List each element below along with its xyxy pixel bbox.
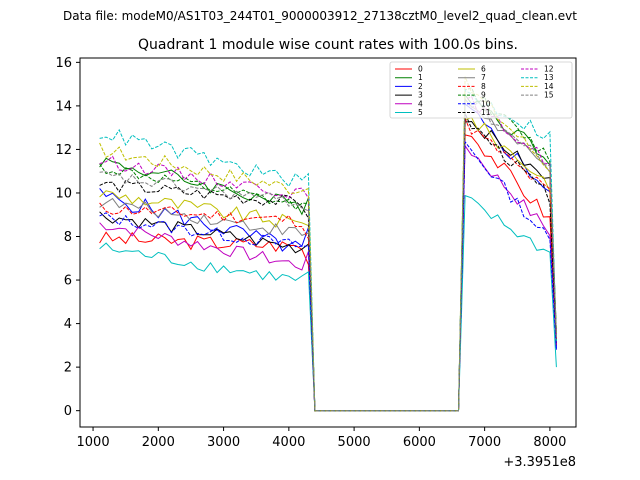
legend-label-9: 9	[481, 91, 486, 100]
y-tick-label-6: 6	[64, 274, 72, 289]
legend-label-11: 11	[481, 108, 491, 117]
series-line-10	[99, 140, 557, 412]
series-layer	[99, 76, 557, 412]
x-axis-offset-label: +3.3951e8	[503, 455, 576, 470]
x-tick-label-3000: 3000	[207, 435, 240, 450]
y-tick-label-16: 16	[55, 56, 72, 71]
series-line-7	[99, 97, 557, 412]
x-tick-label-4000: 4000	[272, 435, 305, 450]
x-tick-label-8000: 8000	[533, 435, 566, 450]
legend-label-5: 5	[418, 108, 423, 117]
legend-label-0: 0	[418, 65, 423, 74]
chart-title: Quadrant 1 module wise count rates with …	[138, 37, 518, 53]
x-axis: 1000 2000 3000 4000 5000 6000 7000 8000	[77, 427, 566, 450]
y-tick-label-12: 12	[55, 143, 72, 158]
series-line-11	[99, 113, 557, 412]
legend-label-10: 10	[481, 99, 491, 108]
series-line-12	[99, 95, 557, 412]
legend-label-15: 15	[544, 91, 554, 100]
legend-label-4: 4	[418, 99, 423, 108]
legend-label-6: 6	[481, 65, 486, 74]
y-tick-label-4: 4	[64, 317, 72, 332]
legend-label-3: 3	[418, 91, 423, 100]
series-line-0	[99, 134, 557, 412]
legend-label-12: 12	[544, 65, 554, 74]
y-tick-label-0: 0	[64, 404, 72, 419]
chart-suptitle: Data file: modeM0/AS1T03_244T01_90000039…	[63, 9, 577, 23]
legend-label-13: 13	[544, 73, 554, 82]
x-tick-label-7000: 7000	[468, 435, 501, 450]
series-line-1	[99, 93, 557, 412]
series-line-3	[99, 120, 557, 412]
y-axis: 0 2 4 6 8 10 12 14 16	[55, 56, 80, 419]
x-tick-label-5000: 5000	[338, 435, 371, 450]
legend-label-7: 7	[481, 73, 486, 82]
y-tick-label-8: 8	[64, 230, 72, 245]
legend-frame	[389, 61, 573, 119]
series-line-15	[99, 97, 557, 412]
legend-label-8: 8	[481, 82, 486, 91]
series-line-6	[99, 116, 557, 412]
x-tick-label-1000: 1000	[77, 435, 110, 450]
series-line-2	[99, 102, 557, 412]
y-tick-label-14: 14	[55, 99, 72, 114]
series-line-9	[99, 87, 557, 412]
y-tick-label-10: 10	[55, 186, 72, 201]
x-tick-label-6000: 6000	[403, 435, 436, 450]
y-tick-label-2: 2	[64, 361, 72, 376]
plot-frame	[79, 57, 577, 428]
legend-label-2: 2	[418, 82, 423, 91]
legend-label-1: 1	[418, 73, 423, 82]
series-line-8	[99, 118, 557, 412]
legend-label-14: 14	[544, 82, 554, 91]
x-tick-label-2000: 2000	[142, 435, 175, 450]
series-line-4	[99, 144, 557, 412]
